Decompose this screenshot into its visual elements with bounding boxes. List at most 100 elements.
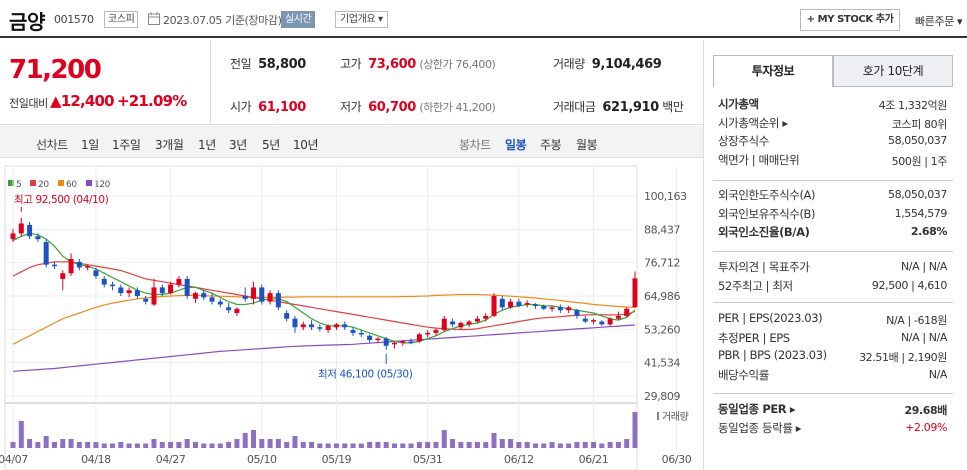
divider bbox=[210, 40, 211, 125]
line-chart-label: 선차트 bbox=[36, 138, 68, 152]
info-label[interactable]: 동일업종 PER ▸ bbox=[718, 402, 796, 416]
volume-bar bbox=[168, 442, 174, 448]
info-label[interactable]: 시가총액순위 ▸ bbox=[718, 115, 788, 130]
low-price: 저가 60,700 (하한가 41,200) bbox=[340, 98, 496, 115]
period-3y[interactable]: 3년 bbox=[229, 138, 247, 152]
volume-bar bbox=[101, 443, 107, 448]
volume-bar bbox=[143, 443, 149, 448]
legend-swatch bbox=[8, 180, 14, 186]
volume-bar bbox=[425, 442, 431, 448]
volume-bar bbox=[557, 443, 563, 448]
candle-body bbox=[367, 335, 373, 341]
candle-body bbox=[209, 297, 215, 302]
open-value: 61,100 bbox=[258, 100, 306, 115]
chart-frame bbox=[4, 165, 638, 470]
info-label: 상장주식수 bbox=[718, 134, 769, 148]
realtime-button[interactable]: 실시간 bbox=[281, 11, 316, 28]
volume-label: 거래량 bbox=[662, 411, 689, 423]
candle-body bbox=[350, 330, 356, 333]
period-10y[interactable]: 10년 bbox=[293, 138, 319, 152]
info-divider bbox=[713, 251, 953, 252]
info-value: +2.09% bbox=[905, 420, 947, 434]
candle-body bbox=[317, 327, 323, 329]
candle-body bbox=[624, 308, 630, 316]
current-price: 71,200 bbox=[9, 55, 102, 85]
candle-body bbox=[118, 287, 124, 294]
add-mystock-button[interactable]: + MY STOCK 추가 bbox=[800, 9, 900, 31]
volume-bar bbox=[259, 439, 265, 448]
high-price: 고가 73,600 (상한가 76,400) bbox=[340, 55, 496, 72]
x-tick-label: 06/30 bbox=[662, 453, 692, 466]
volume-bar bbox=[76, 442, 82, 448]
volume-bar bbox=[599, 443, 605, 448]
candle-body bbox=[400, 341, 406, 343]
candle-body bbox=[43, 241, 49, 265]
volume-bar bbox=[159, 442, 165, 448]
period-3m[interactable]: 3개월 bbox=[155, 138, 184, 152]
candle-body bbox=[383, 338, 389, 346]
volume-bar bbox=[483, 442, 489, 448]
candle-body bbox=[541, 305, 547, 309]
info-label[interactable]: 동일업종 등락률 ▸ bbox=[718, 420, 802, 435]
volume-bar bbox=[450, 439, 456, 448]
legend-label: 60 bbox=[66, 180, 77, 190]
chart-grid bbox=[4, 165, 677, 470]
period-toolbar bbox=[0, 126, 703, 158]
chart-annotations: 최고 92,500 (04/10) 최저 46,100 (05/30) bbox=[14, 194, 413, 381]
candle-body bbox=[284, 313, 290, 319]
candle-body bbox=[159, 287, 165, 294]
tab-invest-info[interactable]: 투자정보 bbox=[713, 55, 833, 87]
volume-bar bbox=[35, 442, 41, 448]
volume-bar bbox=[516, 442, 522, 448]
volume-bar bbox=[217, 443, 223, 448]
info-label: 추정PER | EPS bbox=[718, 330, 790, 345]
info-label: 투자의견 | 목표주가 bbox=[718, 260, 810, 274]
candle-body bbox=[35, 236, 41, 240]
company-info-dropdown[interactable]: 기업개요 ▾ bbox=[335, 11, 388, 28]
period-1w[interactable]: 1주일 bbox=[112, 138, 141, 152]
volume-bar bbox=[632, 412, 638, 448]
quick-order-button[interactable]: 빠른주문 ▾ bbox=[915, 15, 963, 28]
ma-line-60 bbox=[12, 293, 636, 345]
volume-bar bbox=[234, 439, 240, 448]
period-5y[interactable]: 5년 bbox=[262, 138, 280, 152]
info-value: N/A | N/A bbox=[900, 260, 947, 273]
volume-bars: 거래량 bbox=[10, 411, 689, 448]
legend-label: 5 bbox=[16, 180, 21, 190]
candle-body bbox=[474, 318, 480, 322]
lower-limit: (하한가 41,200) bbox=[419, 101, 496, 114]
period-1y[interactable]: 1년 bbox=[198, 138, 216, 152]
volume-bar bbox=[184, 439, 190, 448]
date-basis: 2023.07.05 기준(장마감) bbox=[163, 12, 282, 28]
tab-hoga-10[interactable]: 호가 10단계 bbox=[833, 55, 953, 87]
info-value: 4조 1,332억원 bbox=[878, 99, 948, 112]
period-1d[interactable]: 1일 bbox=[81, 138, 99, 152]
volume-bar bbox=[43, 436, 49, 448]
legend-label: 20 bbox=[38, 180, 49, 190]
volume-bar bbox=[474, 442, 480, 448]
volume-bar bbox=[93, 442, 99, 448]
legend-swatch bbox=[30, 180, 36, 186]
volume-bar bbox=[333, 443, 339, 448]
candle-body bbox=[532, 304, 538, 306]
candle-body bbox=[234, 308, 240, 314]
y-tick-label: 64,986 bbox=[644, 290, 680, 303]
candle-body bbox=[176, 278, 182, 285]
candle-body bbox=[101, 278, 107, 285]
low-label: 저가 bbox=[340, 100, 362, 114]
candle-daily[interactable]: 일봉 bbox=[505, 138, 527, 152]
volume-bar bbox=[300, 442, 306, 448]
candle-body bbox=[516, 301, 522, 306]
info-value: 92,500 | 4,610 bbox=[871, 278, 947, 292]
y-axis-labels: 100,163 88,437 76,712 64,986 53,260 41,534 29,… bbox=[644, 190, 687, 403]
info-label: 외국인소진율(B/A) bbox=[718, 225, 810, 239]
candle-body bbox=[309, 324, 315, 328]
candle-monthly[interactable]: 월봉 bbox=[576, 138, 598, 152]
upper-limit: (상한가 76,400) bbox=[419, 58, 496, 71]
candle-weekly[interactable]: 주봉 bbox=[540, 138, 562, 152]
volume-bar bbox=[309, 442, 315, 448]
candle-body bbox=[333, 324, 339, 328]
volume-bar bbox=[416, 442, 422, 448]
x-tick-label: 04/27 bbox=[156, 453, 186, 466]
volume-bar bbox=[499, 439, 505, 448]
